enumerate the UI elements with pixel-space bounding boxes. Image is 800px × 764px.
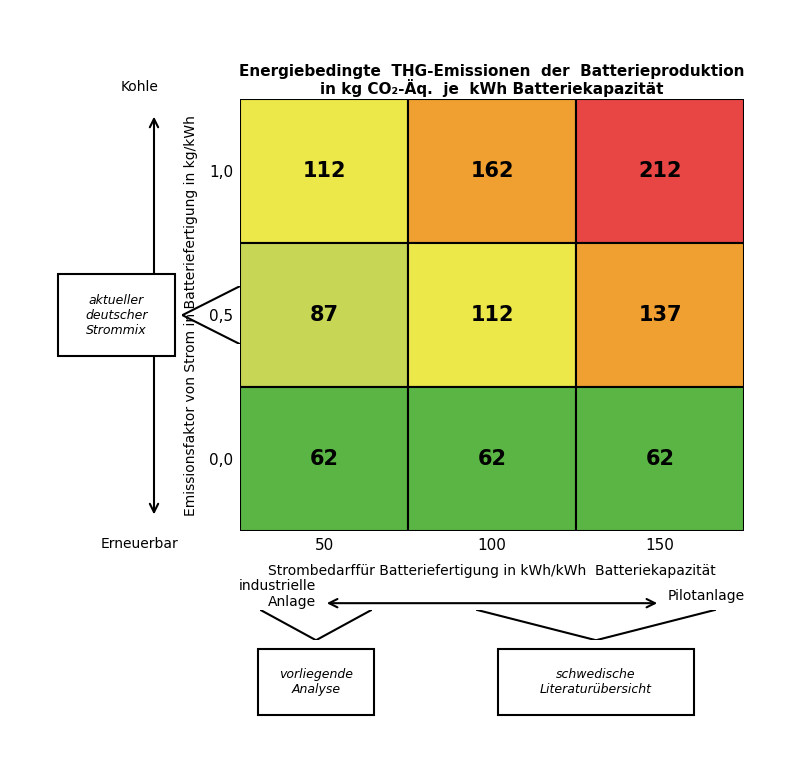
Bar bbox=[408, 243, 576, 387]
Y-axis label: Emissionsfaktor von Strom in Batteriefertigung in kg/kWh: Emissionsfaktor von Strom in Batteriefer… bbox=[184, 115, 198, 516]
Bar bbox=[576, 243, 744, 387]
Text: Energiebedingte  THG-Emissionen  der  Batterieproduktion: Energiebedingte THG-Emissionen der Batte… bbox=[239, 64, 745, 79]
Text: schwedische
Literaturübersicht: schwedische Literaturübersicht bbox=[540, 668, 652, 696]
Bar bbox=[240, 99, 408, 243]
Bar bbox=[408, 387, 576, 531]
Text: 137: 137 bbox=[638, 305, 682, 325]
Text: Kohle: Kohle bbox=[121, 80, 159, 94]
Text: Erneuerbar: Erneuerbar bbox=[101, 537, 179, 551]
Bar bbox=[240, 243, 408, 387]
Bar bbox=[576, 99, 744, 243]
Text: industrielle
Anlage: industrielle Anlage bbox=[238, 578, 316, 609]
Text: Pilotanlage: Pilotanlage bbox=[668, 589, 745, 603]
Text: 212: 212 bbox=[638, 161, 682, 181]
Text: 62: 62 bbox=[646, 449, 674, 469]
Text: 112: 112 bbox=[302, 161, 346, 181]
Text: aktueller
deutscher
Strommix: aktueller deutscher Strommix bbox=[85, 293, 148, 337]
Bar bbox=[240, 387, 408, 531]
Text: 162: 162 bbox=[470, 161, 514, 181]
Text: 87: 87 bbox=[310, 305, 338, 325]
X-axis label: Strombedarffür Batteriefertigung in kWh/kWh  Batteriekapazität: Strombedarffür Batteriefertigung in kWh/… bbox=[268, 564, 716, 578]
Text: vorliegende
Analyse: vorliegende Analyse bbox=[279, 668, 353, 696]
Bar bbox=[408, 99, 576, 243]
Text: 62: 62 bbox=[310, 449, 338, 469]
Text: in kg CO₂-Äq.  je  kWh Batteriekapazität: in kg CO₂-Äq. je kWh Batteriekapazität bbox=[320, 79, 664, 97]
Bar bbox=[576, 387, 744, 531]
Text: 62: 62 bbox=[478, 449, 506, 469]
Text: 112: 112 bbox=[470, 305, 514, 325]
